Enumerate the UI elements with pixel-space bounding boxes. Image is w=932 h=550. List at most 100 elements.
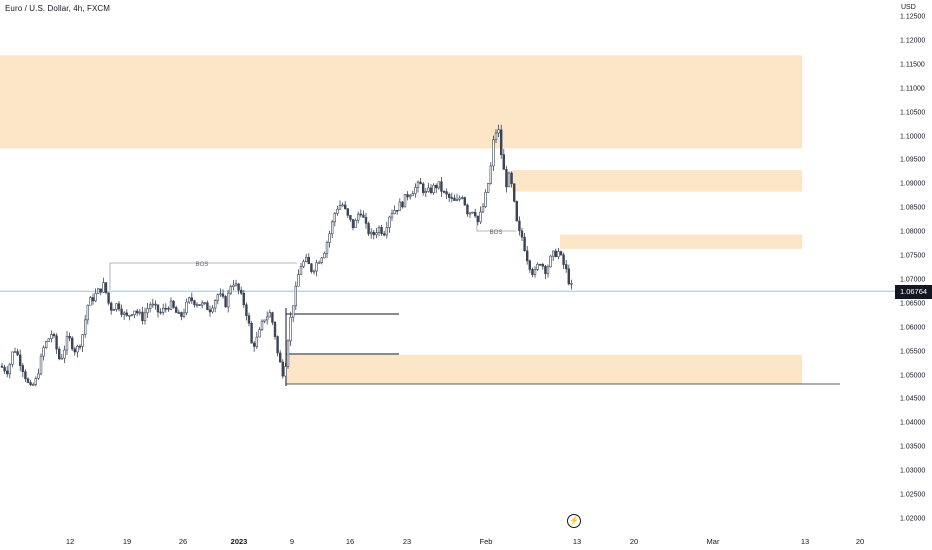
price-tick-label: 1.04500 <box>900 395 926 403</box>
candle-body <box>265 316 269 321</box>
candle-body <box>133 310 136 315</box>
candle-body <box>190 297 193 301</box>
candle-body <box>538 263 542 266</box>
candle-body <box>289 316 292 342</box>
candle-body <box>440 181 443 192</box>
candle-body <box>502 154 505 170</box>
zone-supply-top <box>0 55 802 149</box>
candle-body <box>460 197 464 199</box>
candle-body <box>525 250 529 262</box>
candle-body <box>536 263 539 270</box>
candle-body <box>354 220 357 228</box>
candle-body <box>320 257 323 263</box>
candle-body <box>380 227 383 235</box>
candle-body <box>5 370 9 375</box>
candle-body <box>188 297 191 303</box>
candle-body <box>447 193 451 198</box>
candle-body <box>429 187 433 194</box>
candle-body <box>333 213 336 223</box>
candle-body <box>512 183 516 202</box>
candle-body <box>403 194 407 208</box>
candle-body <box>382 233 386 236</box>
candle-body <box>356 213 360 221</box>
candle-body <box>286 340 290 367</box>
candle-body <box>424 191 427 193</box>
symbol-title[interactable]: Euro / U.S. Dollar, 4h, FXCM <box>5 4 111 13</box>
candle-body <box>247 315 251 324</box>
candle-body <box>544 265 547 275</box>
candle-body <box>328 233 331 243</box>
bos-line-left <box>109 262 297 290</box>
candle-body <box>258 329 261 338</box>
candle-body <box>221 293 225 297</box>
price-tick-label: 1.11000 <box>900 85 925 93</box>
candle-body <box>562 254 565 265</box>
candle-body <box>219 293 222 296</box>
candle-body <box>55 335 58 350</box>
candle-body <box>479 211 482 223</box>
price-tick-label: 1.02000 <box>900 515 926 523</box>
candle-body <box>564 264 568 270</box>
candle-body <box>375 232 378 236</box>
candle-body <box>276 336 279 354</box>
candle-body <box>112 309 116 311</box>
candle-body <box>37 373 40 379</box>
candle-body <box>11 351 14 365</box>
candle-body <box>518 220 521 232</box>
time-tick-label: 13 <box>572 537 582 546</box>
candle-body <box>349 215 352 220</box>
candle-body <box>162 307 165 313</box>
candle-body <box>505 169 508 188</box>
candle-body <box>172 300 175 308</box>
candle-body <box>81 334 84 347</box>
candle-body <box>149 304 152 309</box>
candle-body <box>60 357 64 360</box>
price-tick-label: 1.04000 <box>900 419 926 427</box>
lightning-icon[interactable]: ⚡ <box>567 514 581 528</box>
price-tick-label: 1.07500 <box>900 252 926 260</box>
candle-body <box>44 341 48 348</box>
candle-body <box>141 311 144 322</box>
candle-body <box>476 215 479 223</box>
candle-body <box>325 242 329 254</box>
candle-body <box>393 209 396 214</box>
candle-body <box>107 292 110 304</box>
candle-body <box>175 307 178 313</box>
candle-body <box>110 302 113 311</box>
candle-body <box>312 270 316 273</box>
candle-body <box>323 253 326 259</box>
candle-body <box>388 216 391 228</box>
price-tick-label: 1.10500 <box>900 109 926 117</box>
candle-body <box>242 292 245 306</box>
time-tick-label: 13 <box>800 537 810 546</box>
candle-body <box>445 191 448 195</box>
candle-body <box>284 366 287 377</box>
candle-body <box>216 294 219 301</box>
candle-body <box>185 301 188 314</box>
candle-body <box>406 194 409 198</box>
candle-body <box>130 314 134 316</box>
price-tick-label: 1.08500 <box>900 204 926 212</box>
bos-label-left: BOS <box>196 262 209 268</box>
candle-body <box>304 256 308 262</box>
price-tick-label: 1.05500 <box>900 348 926 356</box>
candle-body <box>78 345 82 348</box>
candle-body <box>554 250 558 258</box>
price-tick-label: 1.03000 <box>900 467 926 475</box>
candle-body <box>68 335 71 339</box>
candle-body <box>229 286 232 294</box>
candle-body <box>195 304 199 306</box>
candle-body <box>117 303 121 310</box>
candle-body <box>13 351 17 353</box>
bos-label-right: BOS <box>490 230 503 236</box>
candle-body <box>8 364 11 375</box>
time-tick-label: 26 <box>178 537 188 546</box>
candle-body <box>481 206 485 213</box>
candle-body <box>471 211 474 214</box>
candle-body <box>427 187 430 192</box>
candle-body <box>167 308 170 310</box>
candle-body <box>102 282 105 293</box>
candle-body <box>250 322 253 344</box>
